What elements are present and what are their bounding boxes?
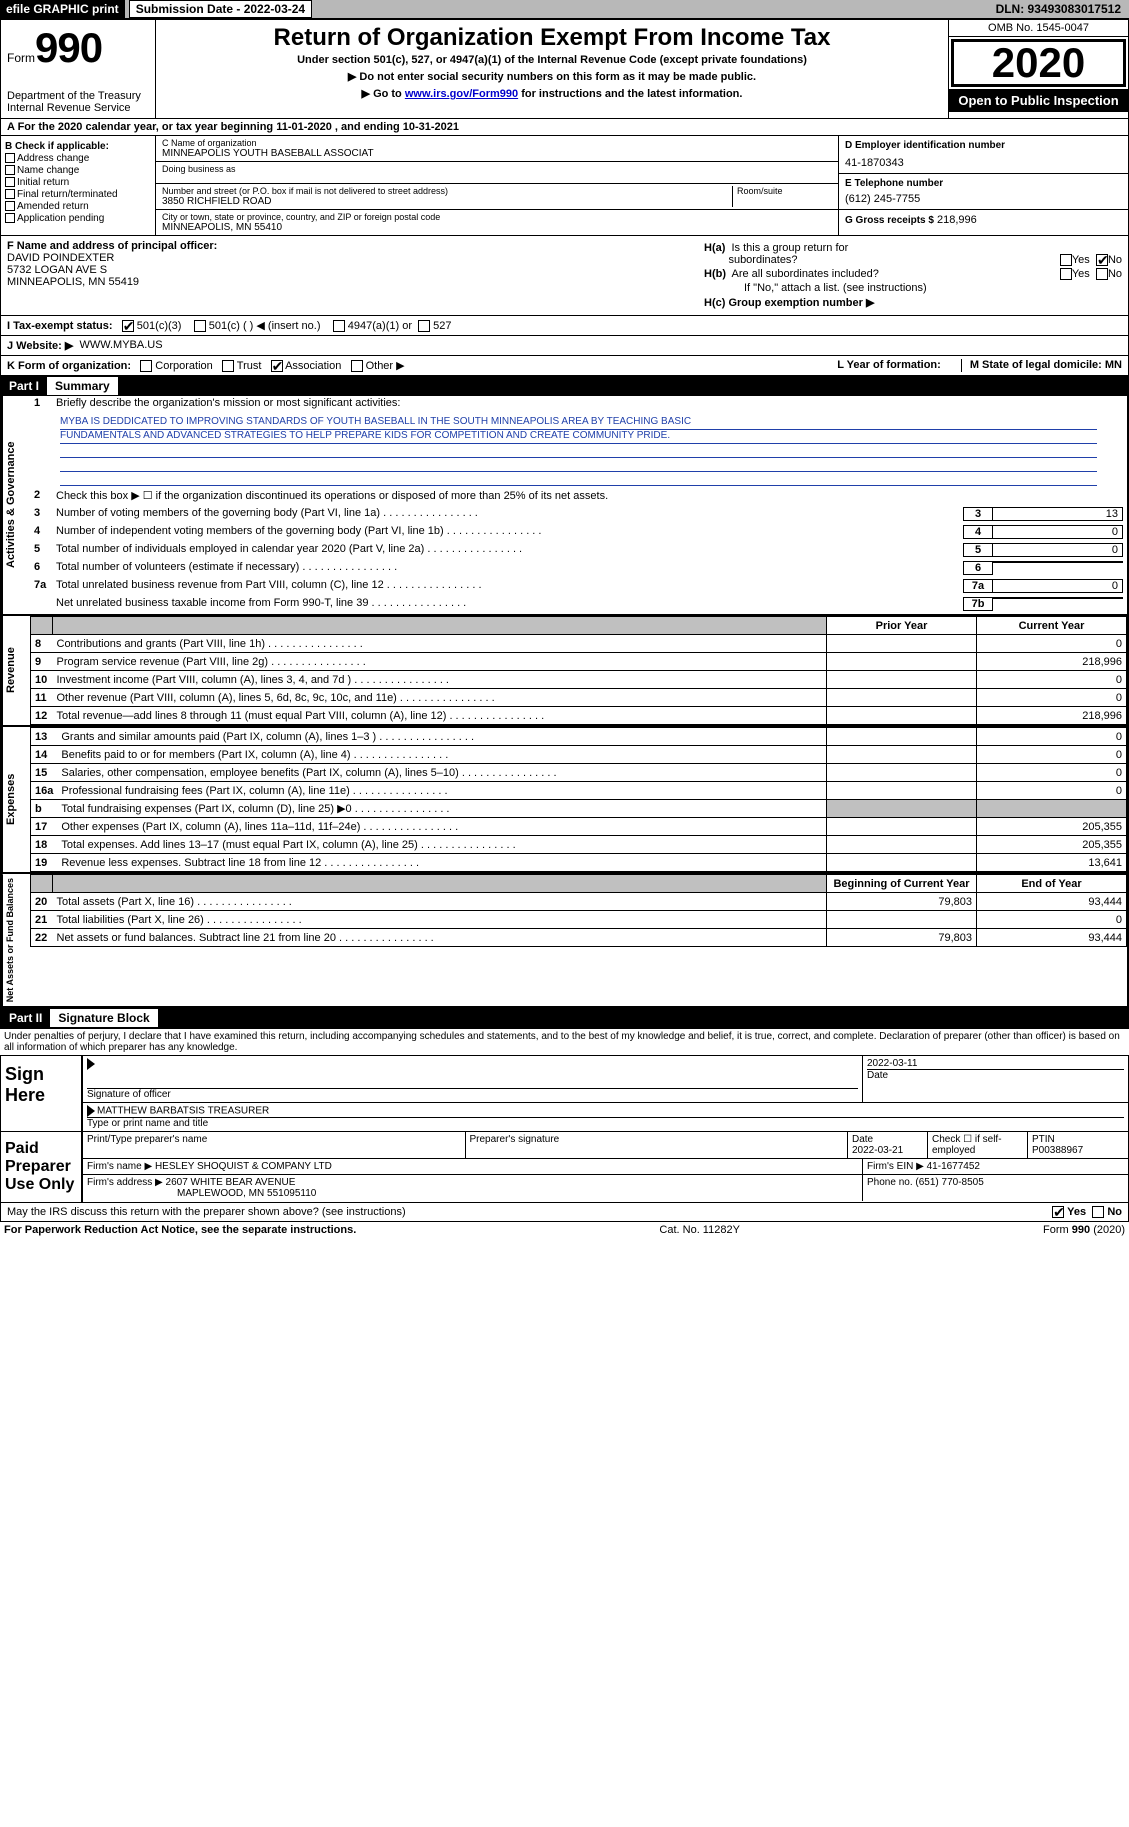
org-address: 3850 RICHFIELD ROAD	[162, 196, 732, 207]
open-to-public: Open to Public Inspection	[949, 89, 1128, 112]
cb-501c[interactable]	[194, 320, 206, 332]
org-name: MINNEAPOLIS YOUTH BASEBALL ASSOCIAT	[162, 148, 832, 159]
cb-trust[interactable]	[222, 360, 234, 372]
omb-number: OMB No. 1545-0047	[949, 20, 1128, 37]
entity-block: B Check if applicable: Address change Na…	[0, 135, 1129, 236]
form-subtitle: Under section 501(c), 527, or 4947(a)(1)…	[166, 54, 938, 66]
form-ref: Form 990 (2020)	[1043, 1224, 1125, 1236]
officer-name: DAVID POINDEXTER	[7, 252, 114, 264]
irs-discuss-no[interactable]	[1092, 1206, 1104, 1218]
tab-netassets: Net Assets or Fund Balances	[2, 874, 30, 1006]
irs-discuss-yes[interactable]	[1052, 1206, 1064, 1218]
part2-hdr: Part II	[1, 1009, 50, 1027]
org-city: MINNEAPOLIS, MN 55410	[162, 222, 832, 233]
prep-date: 2022-03-21	[852, 1145, 903, 1156]
tab-expenses: Expenses	[2, 727, 30, 872]
form-word: Form	[7, 51, 35, 65]
firm-name: HESLEY SHOQUIST & COMPANY LTD	[155, 1161, 332, 1172]
cb-527[interactable]	[418, 320, 430, 332]
col-b-checkboxes: B Check if applicable: Address change Na…	[1, 136, 156, 235]
hc-label: H(c) Group exemption number ▶	[704, 297, 874, 309]
instructions-link[interactable]: www.irs.gov/Form990	[405, 88, 518, 100]
expenses-table: 13Grants and similar amounts paid (Part …	[30, 727, 1127, 872]
cb-other[interactable]	[351, 360, 363, 372]
form-number: 990	[35, 24, 102, 71]
firm-phone: (651) 770-8505	[915, 1177, 983, 1188]
sign-here-block: Sign Here Signature of officer 2022-03-1…	[0, 1055, 1129, 1132]
submission-date: Submission Date - 2022-03-24	[129, 0, 312, 18]
mission-line-2: FUNDAMENTALS AND ADVANCED STRATEGIES TO …	[60, 430, 1097, 444]
efile-label[interactable]: efile GRAPHIC print	[0, 0, 125, 18]
part1-hdr: Part I	[1, 377, 47, 395]
gross-receipts: 218,996	[937, 214, 977, 226]
paid-preparer-block: Paid Preparer Use Only Print/Type prepar…	[0, 1132, 1129, 1203]
declaration: Under penalties of perjury, I declare th…	[0, 1028, 1129, 1055]
form-note-1: ▶ Do not enter social security numbers o…	[166, 70, 938, 83]
cat-no: Cat. No. 11282Y	[356, 1224, 1043, 1236]
paperwork-notice: For Paperwork Reduction Act Notice, see …	[4, 1224, 356, 1236]
cb-address-change[interactable]: Address change	[5, 153, 151, 164]
telephone: (612) 245-7755	[845, 193, 1122, 205]
cb-corp[interactable]	[140, 360, 152, 372]
hb-no[interactable]	[1096, 268, 1108, 280]
cb-pending[interactable]: Application pending	[5, 213, 151, 224]
period-row: A For the 2020 calendar year, or tax yea…	[0, 119, 1129, 135]
dept-label: Department of the Treasury Internal Reve…	[7, 90, 149, 114]
ein: 41-1870343	[845, 157, 1122, 169]
cb-name-change[interactable]: Name change	[5, 165, 151, 176]
top-bar: efile GRAPHIC print Submission Date - 20…	[0, 0, 1129, 19]
ptin: P00388967	[1032, 1145, 1083, 1156]
cb-assoc[interactable]	[271, 360, 283, 372]
netassets-table: Beginning of Current YearEnd of Year 20T…	[30, 874, 1127, 947]
cb-initial-return[interactable]: Initial return	[5, 177, 151, 188]
dln: DLN: 93493083017512	[988, 0, 1129, 18]
cb-501c3[interactable]	[122, 320, 134, 332]
ha-no[interactable]	[1096, 254, 1108, 266]
form-note-2: ▶ Go to www.irs.gov/Form990 for instruct…	[166, 87, 938, 100]
hb-yes[interactable]	[1060, 268, 1072, 280]
cb-amended[interactable]: Amended return	[5, 201, 151, 212]
tax-year: 2020	[951, 39, 1126, 87]
tab-governance: Activities & Governance	[2, 396, 30, 614]
firm-ein: 41-1677452	[927, 1161, 980, 1172]
website: WWW.MYBA.US	[79, 339, 162, 352]
ha-yes[interactable]	[1060, 254, 1072, 266]
form-header: Form990 Department of the Treasury Inter…	[0, 19, 1129, 119]
state-domicile: M State of legal domicile: MN	[970, 359, 1122, 371]
sign-date: 2022-03-11	[867, 1058, 1124, 1069]
cb-final-return[interactable]: Final return/terminated	[5, 189, 151, 200]
mission-line-1: MYBA IS DEDDICATED TO IMPROVING STANDARD…	[60, 416, 1097, 430]
cb-4947[interactable]	[333, 320, 345, 332]
officer-label: F Name and address of principal officer:	[7, 240, 217, 252]
tab-revenue: Revenue	[2, 616, 30, 725]
form-title: Return of Organization Exempt From Incom…	[166, 24, 938, 52]
officer-signed-name: MATTHEW BARBATSIS TREASURER	[97, 1106, 269, 1117]
revenue-table: Prior YearCurrent Year 8Contributions an…	[30, 616, 1127, 725]
